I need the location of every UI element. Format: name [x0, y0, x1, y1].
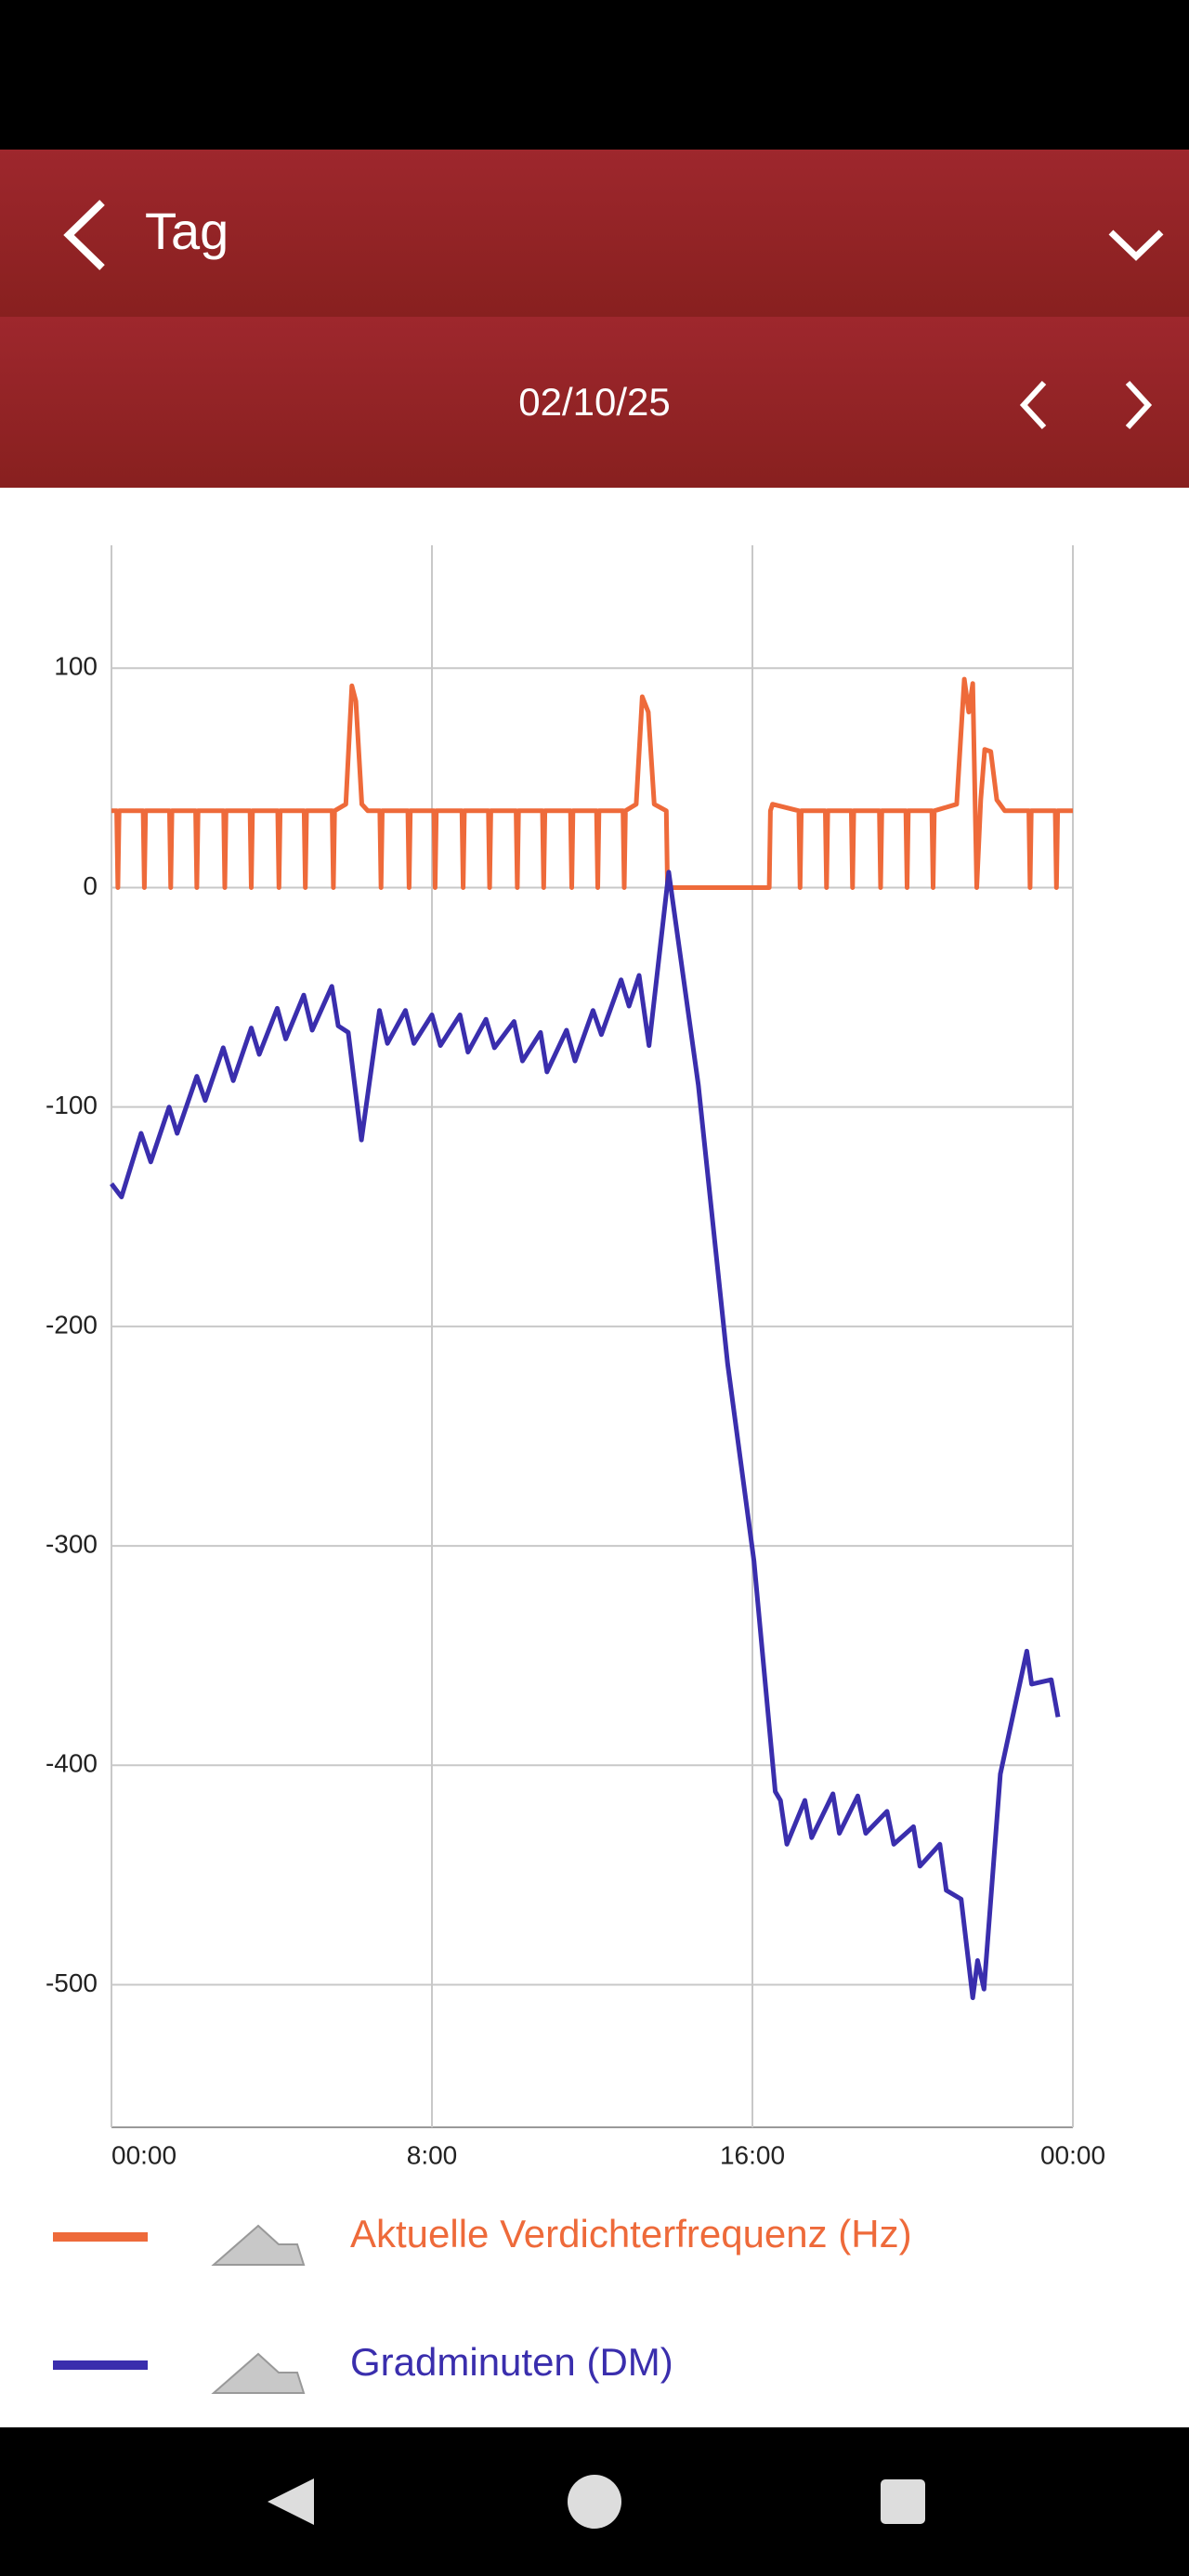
x-tick-label: 00:00	[111, 2140, 176, 2169]
plot: -500 -400 -300 -200 -100 0 100 00:00 8:00 16:00 00…	[46, 545, 1105, 2169]
date-bar	[0, 317, 1189, 488]
nav-back[interactable]	[268, 2478, 314, 2525]
legend-label: Aktuelle Verdichterfrequenz (Hz)	[350, 2212, 912, 2256]
nav-home[interactable]	[568, 2475, 621, 2529]
series-line	[110, 870, 1061, 2001]
y-tick-label: 100	[54, 652, 98, 681]
series-line	[111, 676, 1073, 890]
y-tick-label: 0	[83, 871, 98, 900]
y-tick-label: -400	[46, 1749, 98, 1778]
nav-recents[interactable]	[881, 2479, 925, 2524]
y-tick-label: -500	[46, 1968, 98, 1997]
prev-day[interactable]	[1019, 380, 1047, 430]
x-tick-label: 00:00	[1040, 2140, 1105, 2169]
y-tick-label: -300	[46, 1529, 98, 1558]
legend-icon	[211, 2352, 306, 2394]
y-tick-label: -100	[46, 1091, 98, 1119]
x-tick-label: 16:00	[720, 2140, 785, 2169]
page-title: Tag	[145, 202, 229, 260]
legend: Aktuelle Verdichterfrequenz (Hz) Gradminu…	[53, 2212, 912, 2394]
x-tick-label: 8:00	[407, 2140, 458, 2169]
dropdown-button[interactable]	[1108, 229, 1164, 261]
back-button[interactable]	[63, 200, 105, 270]
date-label: 02/10/25	[518, 380, 671, 424]
legend-icon	[211, 2224, 306, 2266]
app-bar	[0, 150, 1189, 317]
next-day[interactable]	[1125, 380, 1153, 430]
legend-label: Gradminuten (DM)	[350, 2340, 673, 2384]
y-tick-label: -200	[46, 1310, 98, 1339]
status-bar	[0, 0, 1189, 150]
